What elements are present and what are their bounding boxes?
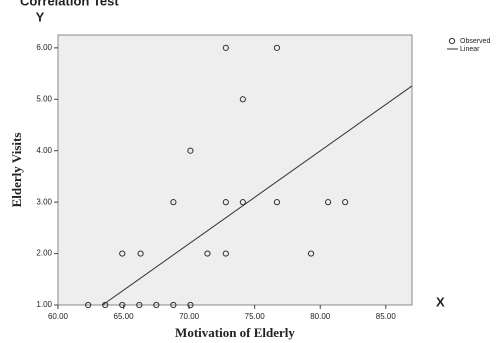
point — [342, 199, 349, 206]
y-corner-label: Y — [36, 9, 45, 24]
y-tick-label: 4.00 — [36, 146, 52, 155]
x-corner-label: X — [436, 294, 445, 309]
point — [187, 301, 194, 309]
x-tick-label: 85.00 — [376, 312, 397, 321]
plot-area — [57, 34, 413, 306]
point — [307, 250, 315, 257]
chart-title: Correlation Test — [20, 0, 119, 8]
x-tick-label: 70.00 — [179, 312, 200, 321]
point — [239, 96, 246, 103]
y-axis-title: Elderly Visits — [9, 133, 24, 208]
point — [187, 147, 194, 154]
y-tick-label: 6.00 — [36, 43, 52, 52]
point — [239, 199, 246, 206]
legend-label: Observed — [460, 38, 490, 45]
x-tick-label: 65.00 — [114, 312, 135, 321]
fit-line — [102, 85, 413, 306]
point — [119, 250, 126, 257]
y-tick-label: 5.00 — [36, 94, 52, 103]
legend-label: Linear — [460, 46, 480, 53]
point — [85, 301, 92, 309]
y-tick-label: 3.00 — [36, 197, 52, 206]
y-tick-label: 1.00 — [36, 300, 52, 309]
y-tick-label: 2.00 — [36, 249, 52, 258]
point — [324, 199, 332, 206]
point — [222, 250, 229, 257]
point — [170, 199, 177, 206]
point — [137, 250, 144, 257]
legend-symbol — [448, 37, 456, 45]
point — [204, 250, 211, 257]
point — [119, 301, 126, 309]
x-tick-label: 75.00 — [245, 312, 266, 321]
point — [222, 44, 229, 51]
point — [153, 301, 160, 309]
point — [170, 301, 177, 309]
point — [136, 301, 143, 309]
x-tick-label: 80.00 — [310, 312, 331, 321]
x-tick-label: 60.00 — [48, 312, 69, 321]
point — [222, 199, 229, 206]
point — [273, 44, 281, 51]
x-axis-title: Motivation of Elderly — [175, 325, 295, 340]
point — [273, 199, 281, 206]
